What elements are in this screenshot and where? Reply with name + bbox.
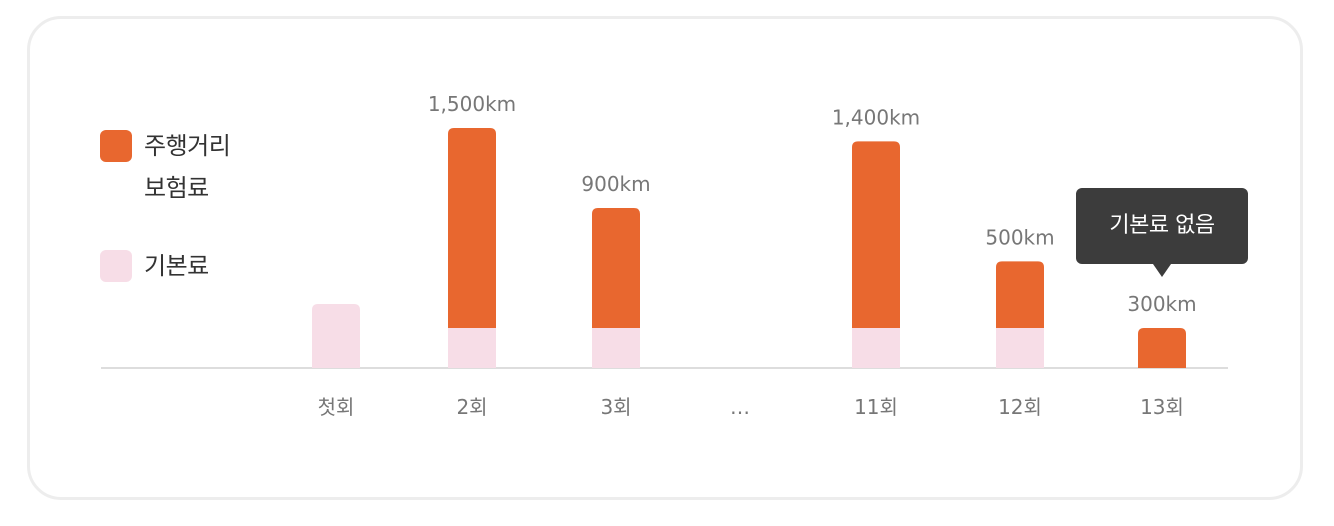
legend-label-distance-line1: 주행거리	[144, 132, 231, 160]
legend-label-distance-line2: 보험료	[144, 174, 209, 202]
data-label-6: 500km	[985, 225, 1054, 249]
data-label-5: 1,400km	[832, 105, 920, 129]
bar-base-fee-2	[448, 328, 496, 368]
bar-distance-7	[1138, 328, 1186, 368]
data-label-7: 300km	[1127, 292, 1196, 316]
tick-label-2: 2회	[456, 395, 487, 419]
tick-label-1: 첫회	[318, 395, 355, 419]
tick-label-3: 3회	[600, 395, 631, 419]
tick-label-4: …	[730, 395, 750, 419]
bar-distance-2	[448, 128, 496, 328]
bar-distance-5	[852, 141, 900, 328]
bar-base-fee-6	[996, 328, 1044, 368]
bar-base-fee-1	[312, 304, 360, 368]
tick-label-5: 11회	[854, 395, 898, 419]
legend-swatch-distance	[100, 130, 132, 162]
data-label-3: 900km	[581, 172, 650, 196]
data-label-2: 1,500km	[428, 92, 516, 116]
tick-label-7: 13회	[1140, 395, 1184, 419]
tooltip-no-base-fee: 기본료 없음	[1076, 188, 1248, 277]
tooltip-arrow	[1153, 264, 1171, 277]
bar-distance-6	[996, 261, 1044, 328]
bar-base-fee-5	[852, 328, 900, 368]
bar-base-fee-3	[592, 328, 640, 368]
bar-distance-3	[592, 208, 640, 328]
tick-label-6: 12회	[998, 395, 1042, 419]
legend-swatch-base	[100, 250, 132, 282]
tooltip-text: 기본료 없음	[1109, 213, 1215, 238]
legend-label-base: 기본료	[144, 252, 209, 280]
